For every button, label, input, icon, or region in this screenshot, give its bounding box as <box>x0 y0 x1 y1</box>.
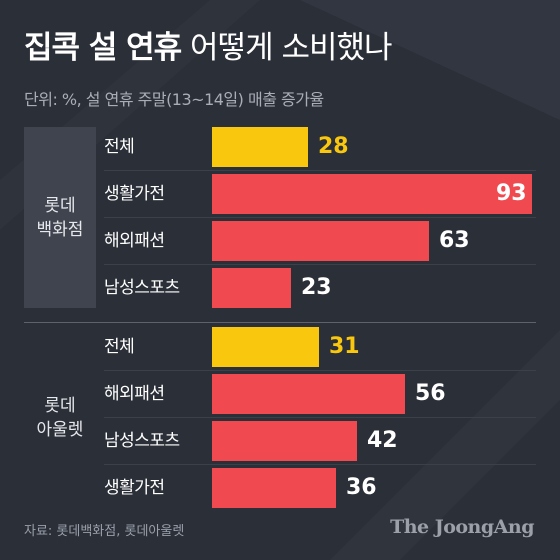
data-label: 56 <box>415 381 446 406</box>
category-bar <box>212 221 429 261</box>
category-label: 전체 <box>104 137 135 157</box>
data-label: 23 <box>301 275 332 300</box>
row-separator <box>104 170 536 171</box>
total-bar <box>212 127 308 167</box>
data-label: 31 <box>329 334 360 359</box>
category-bar <box>212 374 405 414</box>
total-bar <box>212 327 319 367</box>
title-light: 어떻게 소비했나 <box>190 30 392 66</box>
chart-title: 집콕 설 연휴 어떻게 소비했나 <box>24 22 393 67</box>
data-label: 63 <box>439 228 470 253</box>
category-label: 전체 <box>104 337 135 357</box>
category-bar <box>212 268 291 308</box>
category-label: 남성스포츠 <box>104 431 180 451</box>
category-label: 해외패션 <box>104 231 165 251</box>
row-separator <box>104 464 536 465</box>
row-separator <box>104 264 536 265</box>
row-separator <box>104 370 536 371</box>
data-label: 42 <box>367 428 398 453</box>
category-label: 생활가전 <box>104 184 165 204</box>
chart-subtitle: 단위: %, 설 연휴 주말(13~14일) 매출 증가율 <box>24 90 324 109</box>
data-label: 28 <box>318 134 349 159</box>
group-panel <box>24 127 96 308</box>
category-bar <box>212 421 357 461</box>
row-separator <box>104 217 536 218</box>
source-note: 자료: 롯데백화점, 롯데아울렛 <box>24 524 185 539</box>
category-bar <box>212 174 532 214</box>
category-label: 남성스포츠 <box>104 278 180 298</box>
data-label: 36 <box>346 475 377 500</box>
publisher-logo: The JoongAng <box>390 516 534 538</box>
group-label: 롯데 아울렛 <box>36 395 84 440</box>
group-label: 롯데 백화점 <box>36 195 84 240</box>
category-bar <box>212 468 336 508</box>
group-divider <box>24 322 536 323</box>
category-label: 생활가전 <box>104 478 165 498</box>
row-separator <box>104 417 536 418</box>
data-label: 93 <box>496 181 527 206</box>
title-bold: 집콕 설 연휴 <box>24 30 182 66</box>
category-label: 해외패션 <box>104 384 165 404</box>
